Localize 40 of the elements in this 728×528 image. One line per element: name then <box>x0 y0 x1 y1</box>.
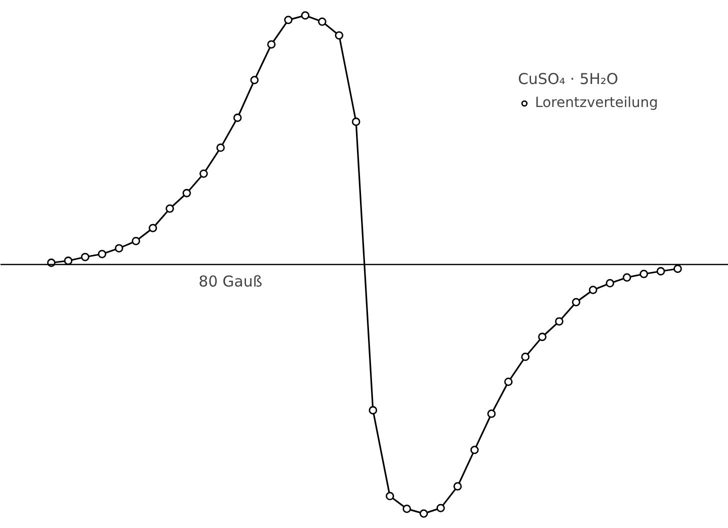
point <box>334 31 344 40</box>
point <box>132 236 140 246</box>
point <box>250 76 259 84</box>
point <box>622 273 632 282</box>
point <box>453 482 462 491</box>
point <box>656 267 665 276</box>
point <box>318 17 326 26</box>
point <box>572 298 580 306</box>
legend-title: CuSO₄ · 5H₂O <box>518 70 620 88</box>
point <box>588 286 598 294</box>
point <box>114 244 124 252</box>
point <box>216 144 225 152</box>
annotation: 80 Gauß <box>198 272 262 290</box>
point <box>555 317 564 326</box>
point <box>386 492 394 500</box>
point <box>420 509 428 518</box>
point <box>199 169 208 178</box>
point <box>521 352 530 362</box>
point <box>182 188 191 198</box>
point <box>301 11 310 20</box>
point <box>606 279 614 288</box>
point <box>470 446 479 454</box>
point <box>284 16 293 24</box>
legend-label: Lorentzverteilung <box>534 95 658 111</box>
point <box>504 378 513 386</box>
point <box>148 224 158 232</box>
point <box>487 410 496 418</box>
point <box>352 118 360 126</box>
point <box>402 504 412 514</box>
point <box>267 40 276 49</box>
point <box>368 406 378 414</box>
point <box>80 252 90 262</box>
point <box>166 204 174 213</box>
point <box>640 270 648 278</box>
point <box>538 332 546 342</box>
point <box>436 504 445 512</box>
point <box>64 256 72 265</box>
point <box>233 114 242 122</box>
point <box>674 264 682 273</box>
point <box>98 250 106 258</box>
